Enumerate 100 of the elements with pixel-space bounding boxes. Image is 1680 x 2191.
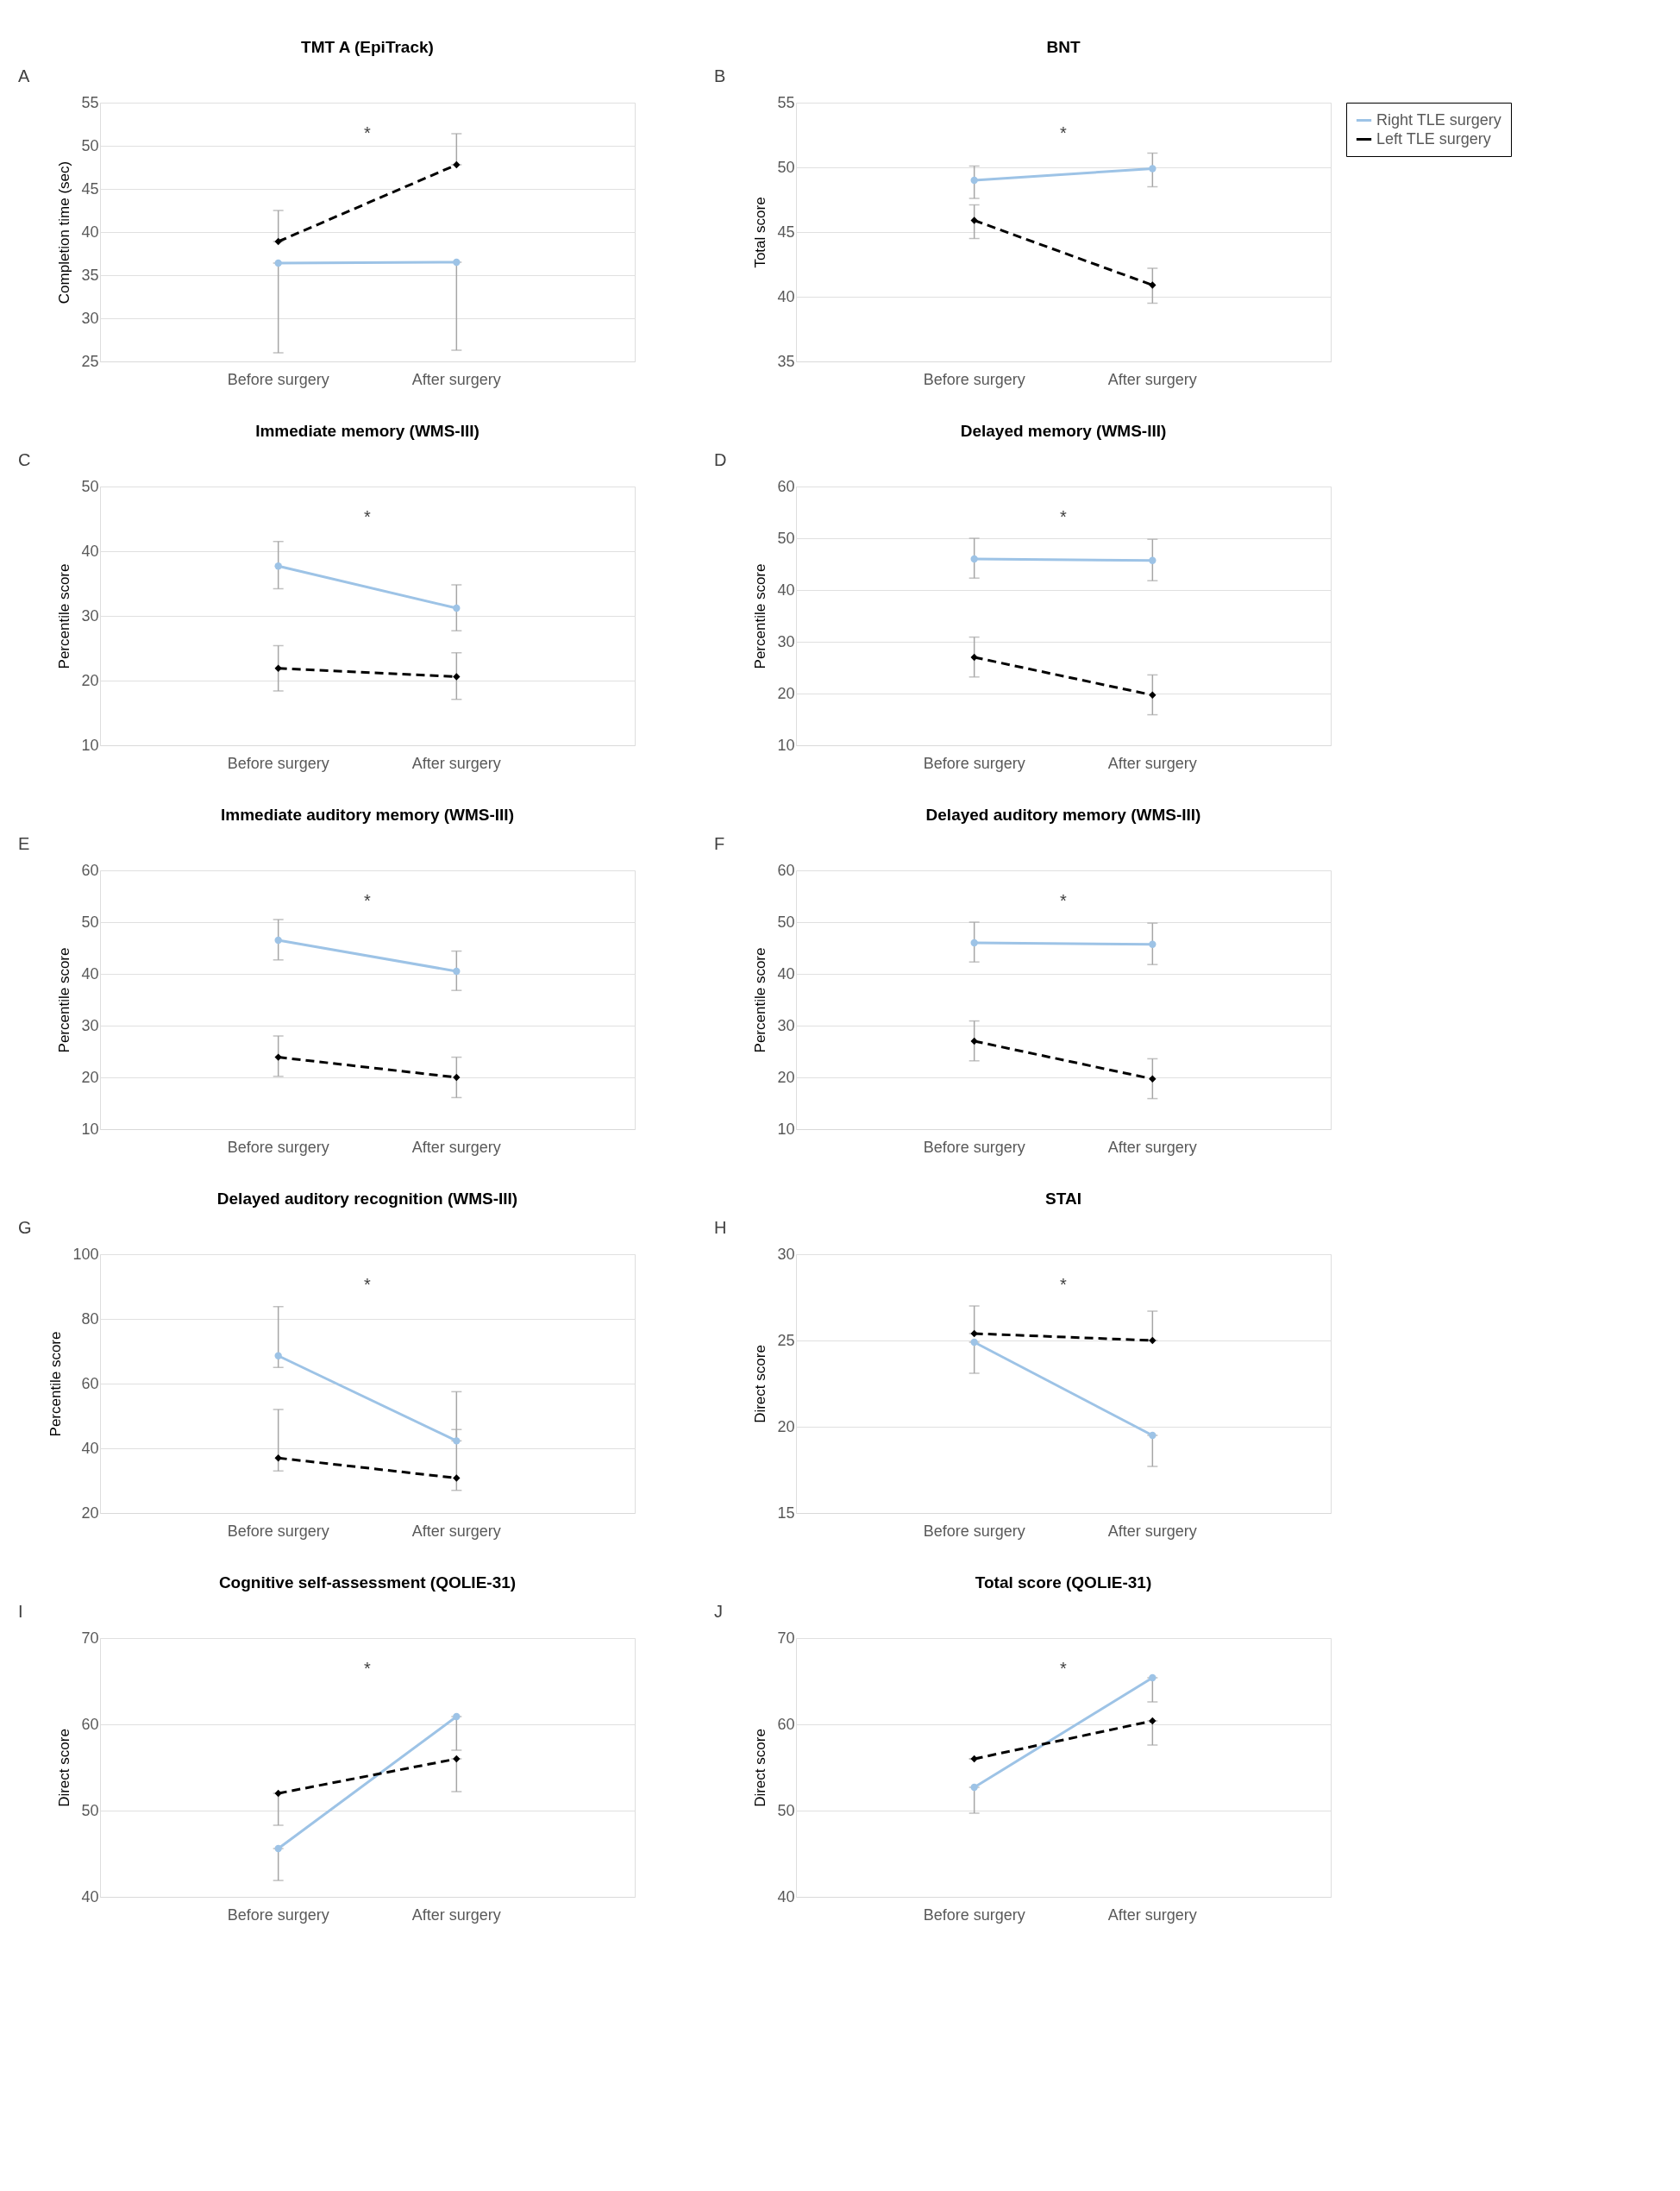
point <box>274 259 282 267</box>
point <box>1149 940 1157 948</box>
y-tick-label: 20 <box>777 684 795 702</box>
y-tick-label: 40 <box>777 581 795 599</box>
annotation: * <box>1060 507 1068 526</box>
y-axis-title: Percentile score <box>752 947 769 1053</box>
point <box>1149 1336 1157 1345</box>
y-tick-label: 30 <box>777 1016 795 1034</box>
y-tick-label: 30 <box>777 1245 795 1263</box>
x-tick-label: Before surgery <box>227 1138 329 1156</box>
x-tick-label: Before surgery <box>227 1522 329 1540</box>
y-tick-label: 40 <box>81 223 99 241</box>
y-tick-label: 50 <box>777 913 795 931</box>
y-axis-title: Direct score <box>752 1729 769 1807</box>
y-tick-label: 55 <box>777 93 795 111</box>
y-axis-title: Completion time (sec) <box>56 160 73 304</box>
point <box>970 1783 978 1792</box>
annotation: * <box>1060 1275 1068 1294</box>
point <box>453 673 461 681</box>
point <box>453 1073 461 1082</box>
annotation: * <box>1060 891 1068 910</box>
annotation: * <box>364 507 372 526</box>
annotation: * <box>1060 1659 1068 1678</box>
point <box>970 217 978 224</box>
point <box>970 1755 978 1763</box>
annotation: * <box>364 1659 372 1678</box>
text: A <box>18 66 30 85</box>
annotation: * <box>364 891 372 910</box>
x-tick-label: After surgery <box>411 1138 501 1156</box>
text: F <box>714 834 725 853</box>
point <box>1149 691 1157 699</box>
y-tick-label: 50 <box>81 913 99 931</box>
point <box>274 1454 282 1462</box>
chart-title: Delayed auditory recognition (WMS-III) <box>216 1190 518 1208</box>
chart-title: STAI <box>1045 1190 1081 1208</box>
x-tick-label: Before surgery <box>923 1522 1025 1540</box>
point <box>274 562 282 570</box>
y-tick-label: 15 <box>777 1504 795 1522</box>
point <box>1149 1717 1157 1725</box>
point <box>1149 281 1157 289</box>
y-tick-label: 35 <box>81 266 99 284</box>
y-tick-label: 55 <box>81 93 99 111</box>
y-axis-title: Percentile score <box>752 563 769 669</box>
y-tick-label: 50 <box>777 529 795 547</box>
chart-title: Delayed auditory memory (WMS-III) <box>925 806 1201 824</box>
y-tick-label: 70 <box>81 1629 99 1647</box>
annotation: * <box>364 123 372 142</box>
point <box>453 604 461 612</box>
x-tick-label: After surgery <box>411 370 501 388</box>
y-tick-label: 50 <box>777 158 795 176</box>
y-tick-label: 60 <box>777 477 795 495</box>
text: J <box>714 1602 723 1621</box>
x-tick-label: After surgery <box>411 754 501 772</box>
y-tick-label: 60 <box>777 1715 795 1733</box>
text: H <box>714 1218 727 1237</box>
annotation: * <box>1060 123 1068 142</box>
y-tick-label: 40 <box>81 964 99 982</box>
chart-title: BNT <box>1046 38 1081 56</box>
point <box>970 939 978 947</box>
point <box>453 967 461 976</box>
point <box>274 664 282 672</box>
point <box>453 1755 461 1763</box>
y-tick-label: 30 <box>81 1016 99 1034</box>
y-tick-label: 45 <box>81 179 99 198</box>
y-tick-label: 20 <box>81 1068 99 1086</box>
y-tick-label: 40 <box>81 542 99 560</box>
point <box>1149 556 1157 564</box>
point <box>274 1789 282 1798</box>
point <box>274 1844 282 1853</box>
y-tick-label: 20 <box>81 1504 99 1522</box>
y-axis-title: Percentile score <box>56 947 73 1053</box>
point <box>970 555 978 563</box>
point <box>274 237 282 246</box>
y-tick-label: 20 <box>777 1417 795 1435</box>
point <box>1149 165 1157 173</box>
y-tick-label: 40 <box>777 964 795 982</box>
y-axis-title: Percentile score <box>56 563 73 669</box>
y-tick-label: 35 <box>777 352 795 370</box>
x-tick-label: After surgery <box>1107 1522 1197 1540</box>
y-tick-label: 40 <box>81 1887 99 1905</box>
point <box>274 936 282 945</box>
y-axis-title: Total score <box>752 197 769 268</box>
x-tick-label: Before surgery <box>227 1905 329 1924</box>
point <box>274 1053 282 1061</box>
x-tick-label: After surgery <box>1107 754 1197 772</box>
chart-title: Immediate auditory memory (WMS-III) <box>221 806 514 824</box>
x-tick-label: Before surgery <box>227 370 329 388</box>
point <box>453 258 461 267</box>
point <box>453 1474 461 1482</box>
y-tick-label: 40 <box>777 1887 795 1905</box>
y-axis-title: Percentile score <box>47 1331 65 1437</box>
y-tick-label: 30 <box>777 632 795 650</box>
text: B <box>714 66 726 85</box>
chart-title: Cognitive self-assessment (QOLIE-31) <box>218 1573 517 1591</box>
y-tick-label: 25 <box>777 1331 795 1349</box>
y-tick-label: 25 <box>81 352 99 370</box>
y-axis-title: Direct score <box>752 1345 769 1423</box>
point <box>1149 1431 1157 1440</box>
text: I <box>18 1602 23 1621</box>
y-tick-label: 10 <box>777 736 795 754</box>
